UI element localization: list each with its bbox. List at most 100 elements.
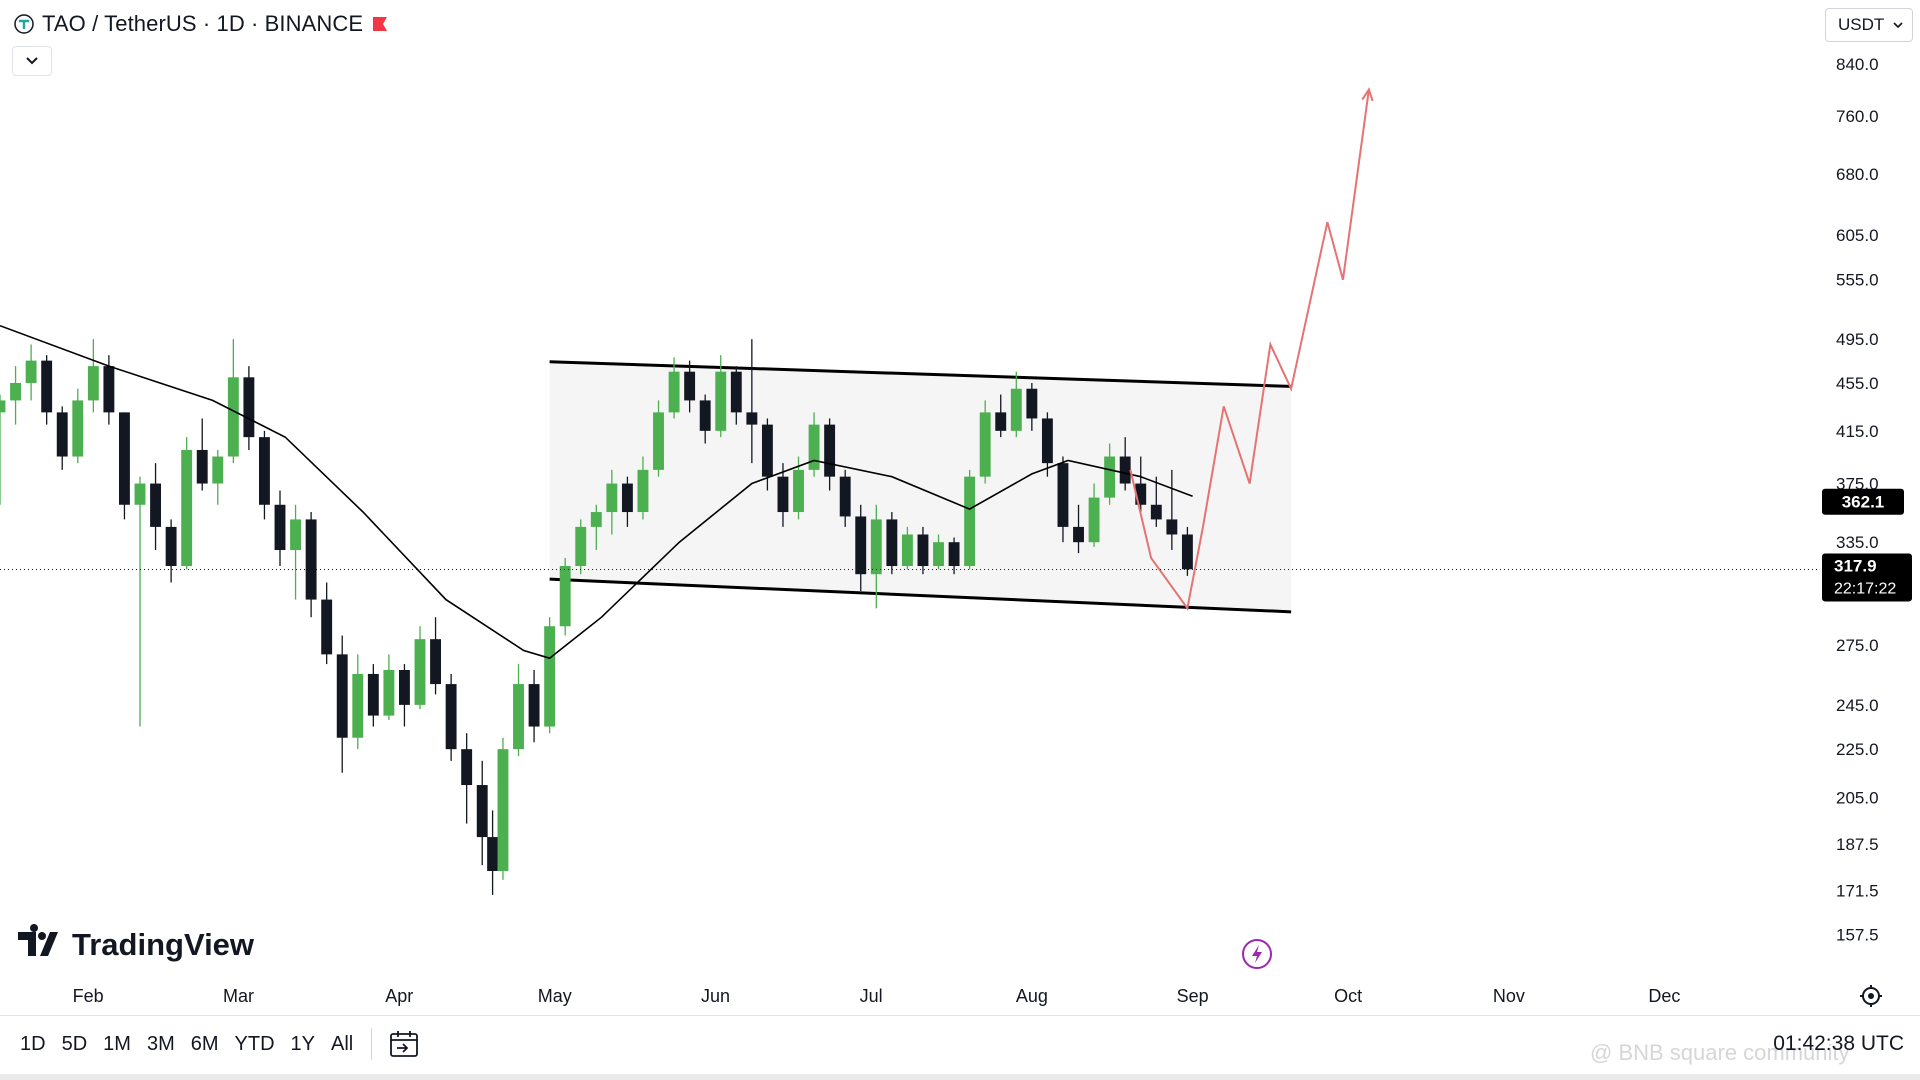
last-price-tag (1822, 553, 1912, 602)
candle (715, 355, 727, 438)
candle-body (212, 456, 224, 484)
candle (0, 394, 6, 505)
candle-body (367, 673, 379, 716)
candle (56, 406, 68, 470)
candle-body (1150, 504, 1162, 520)
range-buttons: 1D 5D 1M 3M 6M YTD 1Y All (12, 1026, 361, 1062)
candle-body (227, 377, 239, 457)
candle (10, 366, 21, 425)
candle (1041, 412, 1053, 477)
candle-body (528, 684, 540, 727)
candles-layer (0, 339, 1193, 895)
price-axis[interactable]: 840.0 760.0 680.0 605.0 555.0 495.0 455.0 415.0… (1836, 55, 1879, 944)
candle-body (1166, 519, 1178, 535)
candle-body (746, 412, 758, 425)
candle (87, 339, 99, 413)
axis-settings-gear-icon[interactable] (1860, 985, 1882, 1007)
candle (777, 463, 789, 527)
time-tick-label: May (538, 986, 572, 1006)
bottom-toolbar: 1D 5D 1M 3M 6M YTD 1Y All (0, 1016, 1920, 1072)
candle (165, 519, 177, 583)
candle-body (10, 382, 21, 401)
channel-layer[interactable] (549, 360, 1292, 614)
projection-layer[interactable] (1129, 87, 1374, 611)
range-1m-button[interactable]: 1M (103, 1033, 131, 1055)
candle-body (575, 526, 587, 567)
lightning-event-icon[interactable] (1242, 939, 1272, 969)
tao-logo-icon (14, 14, 34, 34)
candle (305, 512, 317, 618)
utc-clock[interactable]: 01:42:38 UTC (1773, 1032, 1904, 1055)
time-axis[interactable]: Feb Mar Apr May Jun Jul Aug Sep Oct Nov Dec (73, 986, 1681, 1006)
candle (461, 733, 473, 824)
candle (901, 526, 913, 570)
candle (1026, 382, 1038, 431)
symbol-title[interactable]: TAO / TetherUS · 1D · BINANCE (42, 11, 364, 36)
candle (243, 366, 255, 450)
range-3m-button[interactable]: 3M (146, 1033, 175, 1055)
range-ytd-button[interactable]: YTD (234, 1033, 275, 1055)
candle-body (590, 512, 602, 527)
candle-body (699, 400, 711, 431)
candle-body (321, 599, 333, 655)
candle (995, 394, 1007, 438)
candle-body (87, 366, 99, 401)
channel-upper-line (549, 360, 1292, 388)
candle (367, 664, 379, 727)
candle (476, 760, 488, 866)
calendar-goto-icon (390, 1031, 419, 1057)
price-tick-label: 275.0 (1836, 636, 1879, 655)
price-chart[interactable]: 840.0 760.0 680.0 605.0 555.0 495.0 455.0 415.0… (0, 0, 1920, 1010)
red-flag-icon[interactable] (371, 15, 389, 33)
candle-body (637, 469, 649, 513)
candle-body (1010, 388, 1022, 431)
ma-price-tag-label: 362.1 (1842, 493, 1885, 512)
tv-logo-dot-icon (38, 932, 46, 940)
candle-body (653, 412, 664, 470)
range-6m-button[interactable]: 6M (190, 1033, 219, 1055)
range-5d-button[interactable]: 5D (61, 1033, 88, 1055)
candle (414, 626, 426, 710)
range-1d-button[interactable]: 1D (20, 1033, 46, 1055)
candle (653, 400, 664, 477)
time-tick-label: Jun (701, 986, 730, 1006)
chart-header: TAO / TetherUS · 1D · BINANCE (14, 8, 389, 40)
candle-body (445, 684, 457, 750)
candle-body (824, 424, 836, 477)
tradingview-wordmark: TradingView (72, 927, 255, 962)
time-tick-label: Apr (385, 986, 413, 1006)
candle-body (56, 412, 68, 457)
candle-body (979, 412, 991, 477)
candle (513, 664, 524, 757)
date-range-button[interactable] (386, 1026, 422, 1062)
ma-price-tag (1822, 488, 1904, 515)
time-tick-label: Jul (860, 986, 883, 1006)
candle-body (793, 469, 804, 513)
candle-body (476, 785, 488, 838)
candle-body (715, 371, 727, 431)
range-all-button[interactable]: All (331, 1033, 354, 1055)
candle-body (559, 566, 571, 627)
candle (964, 469, 976, 570)
currency-select[interactable]: USDT (1825, 8, 1913, 42)
candle-body (181, 449, 193, 567)
candle (544, 617, 556, 734)
candle-body (1181, 534, 1193, 570)
candle-body (274, 504, 286, 551)
candle (855, 504, 867, 591)
footer-separator (0, 1015, 1920, 1016)
candle-body (336, 654, 348, 738)
candle (917, 526, 929, 575)
chevron-down-icon (26, 57, 38, 65)
candle-body (870, 519, 882, 575)
candle-body (119, 412, 130, 505)
collapse-legend-button[interactable] (12, 46, 52, 76)
candle-body (150, 483, 161, 527)
range-1y-button[interactable]: 1Y (290, 1033, 316, 1055)
candle (559, 557, 571, 636)
price-tick-label: 415.0 (1836, 422, 1879, 441)
price-tick-label: 245.0 (1836, 696, 1879, 715)
candle-body (305, 519, 317, 600)
candle (1181, 526, 1193, 576)
candle (399, 664, 410, 727)
